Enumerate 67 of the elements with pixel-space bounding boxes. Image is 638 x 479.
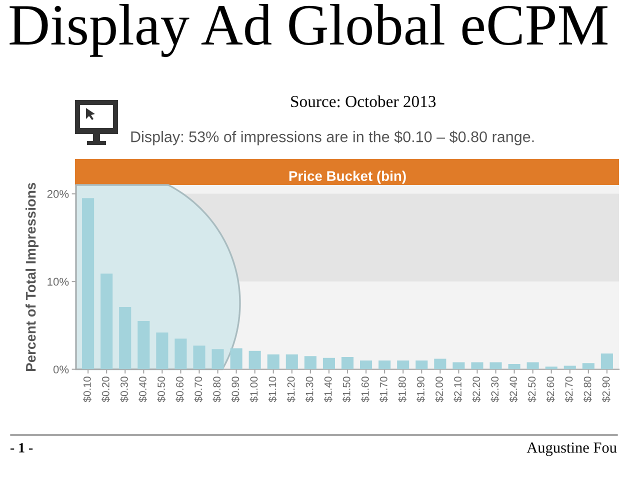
text: - 1 - (10, 443, 33, 452)
bar (82, 198, 94, 370)
x-tick-label: $1.00 (250, 376, 258, 402)
x-tick-label: $2.70 (564, 376, 574, 402)
x-tick-label: $0.30 (120, 376, 129, 402)
x-tick-label: $2.00 (435, 376, 444, 402)
y-tick-label: 20% (47, 190, 69, 198)
x-tick-label: $2.60 (546, 376, 555, 402)
bar (582, 363, 594, 370)
chart-title: Display Ad Global eCPM (10, 4, 608, 58)
bar (230, 348, 242, 370)
x-tick-label: $1.60 (361, 376, 370, 402)
y-tick-label: 0% (53, 366, 69, 374)
chart-subtitle: Display: 53% of impressions are in the $0.10 – $0.80 range. (131, 130, 534, 146)
x-tick-label: $0.90 (231, 376, 240, 402)
x-tick-label: $2.90 (602, 376, 610, 402)
bar (304, 356, 316, 370)
x-tick-label: $0.50 (157, 376, 166, 402)
bar (286, 354, 298, 370)
bar (212, 349, 224, 370)
x-tick-label: $1.20 (286, 376, 296, 402)
bar (100, 274, 113, 370)
bar (119, 306, 132, 370)
source-note: Source: October 2013 (291, 95, 436, 108)
bar (138, 321, 150, 370)
bar (434, 358, 446, 370)
y-axis-title: Percent of Total Impressions (26, 182, 38, 372)
bar (526, 362, 539, 370)
x-tick-label: $2.10 (454, 376, 462, 402)
bar (193, 346, 206, 370)
bar (416, 360, 428, 370)
x-tick-label: $1.90 (416, 376, 426, 402)
x-tick-label: $2.30 (490, 376, 500, 402)
x-tick-label: $1.80 (398, 376, 407, 402)
bar (471, 362, 484, 370)
bar (341, 357, 354, 370)
x-tick-label: $1.70 (380, 376, 388, 402)
bar (452, 362, 465, 370)
x-tick-label: $0.80 (212, 376, 222, 402)
bar (156, 332, 168, 370)
text: Augustine Fou (526, 442, 617, 456)
x-tick-label: $0.10 (83, 376, 92, 402)
x-axis-title: Price Bucket (bin) (289, 170, 406, 184)
x-tick-label: $1.10 (268, 376, 277, 402)
x-tick-label: $0.40 (138, 376, 148, 402)
bar (397, 360, 410, 370)
bar (490, 362, 502, 370)
y-tick-label: 10% (48, 278, 69, 286)
bar (360, 360, 372, 370)
bar (267, 354, 280, 370)
x-tick-label: $2.80 (583, 376, 592, 402)
x-tick-label: $1.40 (324, 376, 332, 402)
bar (508, 364, 520, 370)
bar (378, 360, 391, 370)
x-tick-label: $2.40 (509, 376, 518, 402)
x-tick-label: $2.50 (528, 376, 536, 402)
bar (600, 354, 613, 370)
x-tick-label: $1.50 (342, 376, 351, 402)
x-tick-label: $1.30 (305, 376, 314, 402)
bar (545, 366, 558, 370)
x-tick-label: $0.60 (176, 376, 184, 402)
bar (248, 350, 261, 370)
bar (174, 338, 187, 370)
x-tick-label: $0.20 (102, 376, 110, 402)
x-tick-label: $2.20 (472, 376, 481, 402)
x-tick-label: $0.70 (194, 376, 203, 402)
bar (322, 358, 335, 370)
